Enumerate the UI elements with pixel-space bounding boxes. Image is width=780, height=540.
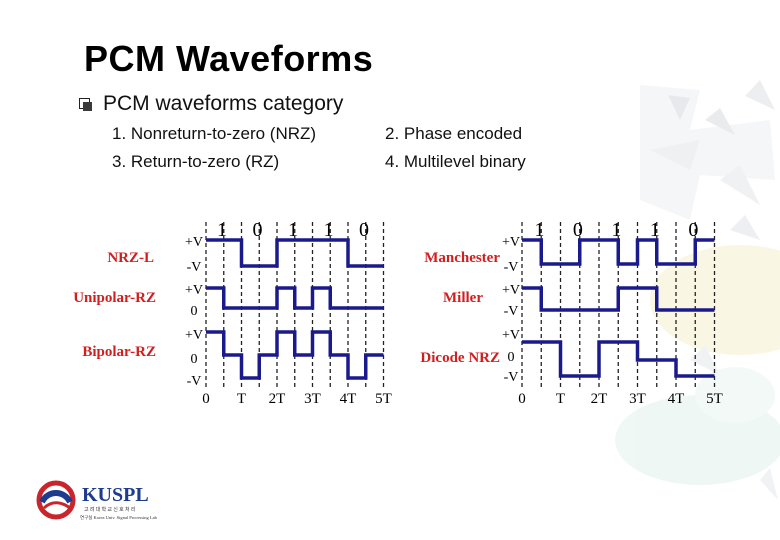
right-bit-label: 0 [573,219,583,241]
left-level-label: -V [187,260,202,275]
kuspl-logo-emblem: KUSPL 고 려 대 학 교 신 호 처 리 연구실 Korea Univ. … [36,480,158,521]
left-level-label: -V [187,374,202,389]
right-level-label: +V [502,235,520,250]
left-waveform-trace [206,238,384,268]
right-waveform-trace [522,286,715,312]
left-time-label: T [237,391,246,407]
category-item: 2. Phase encoded [385,124,523,143]
right-waveform-name: Miller [443,290,483,306]
logo-subtitle-1: 고 려 대 학 교 신 호 처 리 [84,506,135,513]
left-bit-label: 1 [323,219,333,241]
logo-text: KUSPL [82,484,149,506]
pcm-waveform-diagram: 1 0 1 1 0 0 T 2T 3T 4T 5T NRZ-L +V -V Unipolar-RZ +V 0 Bi… [73,219,723,407]
category-item: 4. Multilevel binary [385,152,526,171]
category-item: 1. Nonreturn-to-zero (NRZ) [112,124,317,143]
left-waveform-trace [206,286,384,310]
kuspl-logo: KUSPL 고 려 대 학 교 신 호 처 리 연구실 Korea Univ. … [36,480,176,524]
square-bullet-icon [79,98,92,111]
left-level-label: +V [185,328,203,343]
left-time-label: 4T [340,391,357,407]
right-time-label: 2T [591,391,608,407]
left-waveform-name: NRZ-L [107,250,154,266]
right-waveform-name: Manchester [424,250,500,266]
right-time-label: 5T [706,391,723,407]
left-bit-label: 0 [252,219,262,241]
right-bit-label: 1 [650,219,660,241]
right-level-label: -V [504,304,519,319]
right-level-label: 0 [508,350,515,365]
left-bit-label: 0 [359,219,369,241]
right-time-label: 0 [518,391,526,407]
left-time-label: 0 [202,391,210,407]
left-level-label: +V [185,283,203,298]
right-time-label: 3T [629,391,646,407]
left-time-label: 3T [304,391,321,407]
logo-subtitle-2: 연구실 Korea Univ. Signal Processing Lab [80,514,158,521]
left-waveform-name: Bipolar-RZ [82,344,156,360]
right-bit-label: 1 [534,219,544,241]
right-waveform-trace [522,238,715,266]
left-bit-label: 1 [217,219,227,241]
left-waveform-trace [206,330,384,380]
right-time-label: T [556,391,565,407]
category-item: 3. Return-to-zero (RZ) [112,152,280,171]
left-bit-label: 1 [288,219,298,241]
left-level-label: +V [185,235,203,250]
right-level-label: +V [502,328,520,343]
right-level-label: +V [502,283,520,298]
right-waveform-trace [522,340,715,378]
right-time-label: 4T [668,391,685,407]
slide-title: PCM Waveforms [84,38,374,79]
bullet-text: PCM waveforms category [103,92,344,115]
left-level-label: 0 [191,352,198,367]
left-time-label: 2T [269,391,286,407]
right-level-label: -V [504,370,519,385]
left-time-label: 5T [375,391,392,407]
left-waveform-name: Unipolar-RZ [73,290,156,306]
right-bit-label: 1 [611,219,621,241]
right-waveform-name: Dicode NRZ [420,350,500,366]
left-level-label: 0 [191,304,198,319]
right-level-label: -V [504,260,519,275]
right-bit-label: 0 [688,219,698,241]
